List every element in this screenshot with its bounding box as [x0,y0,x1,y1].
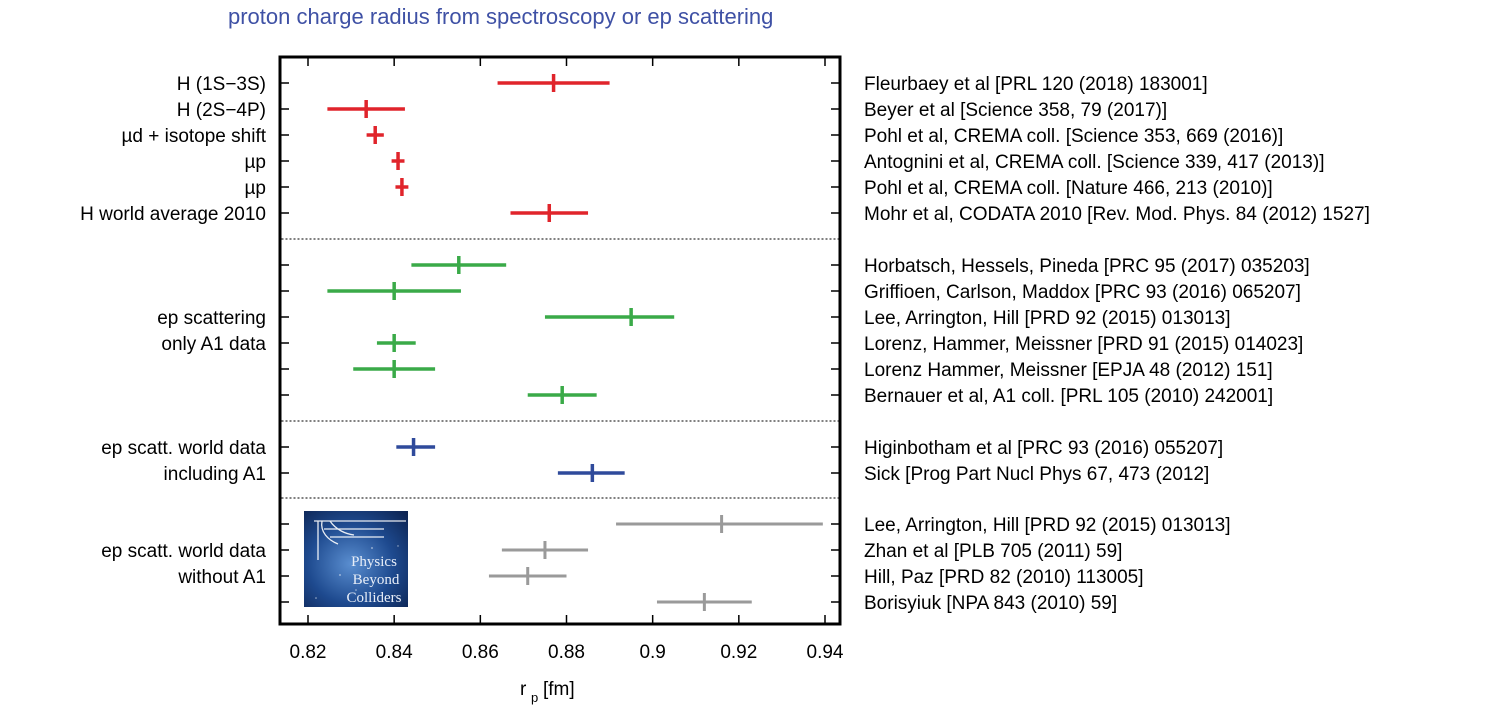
x-tick-label: 0.88 [548,642,585,663]
reference-label: Antognini et al, CREMA coll. [Science 33… [864,152,1324,173]
physics-beyond-colliders-logo: Physics Beyond Colliders [304,511,408,607]
row-label: µp [244,152,266,173]
reference-label: Borisyiuk [NPA 843 (2010) 59] [864,593,1117,614]
data-point-red [497,74,610,92]
logo-line-1: Physics [351,554,397,570]
reference-label: Hill, Paz [PRD 82 (2010) 113005] [864,567,1144,588]
data-point-gray [501,541,589,559]
reference-label: Beyer et al [Science 358, 79 (2017)] [864,100,1167,121]
row-label: including A1 [164,464,266,485]
row-label: H (2S−4P) [177,100,266,121]
row-label: only A1 data [161,334,266,355]
svg-text:[fm]: [fm] [543,679,575,700]
reference-label: Fleurbaey et al [PRL 120 (2018) 183001] [864,74,1208,95]
data-point-red [327,100,405,118]
reference-label: Lee, Arrington, Hill [PRD 92 (2015) 0130… [864,308,1231,329]
x-axis-label-main: r [520,679,527,700]
data-point-gray [488,567,567,585]
row-label: ep scatt. world data [101,438,266,459]
reference-label: Bernauer et al, A1 coll. [PRL 105 (2010)… [864,386,1273,407]
plot-frame [278,55,842,626]
row-label: µp [244,178,266,199]
reference-label: Lee, Arrington, Hill [PRD 92 (2015) 0130… [864,515,1231,536]
x-tick-label: 0.9 [639,642,665,663]
x-axis-label: r p [fm] [520,679,575,705]
reference-label: Lorenz Hammer, Meissner [EPJA 48 (2012) … [864,360,1273,381]
row-label: µd + isotope shift [121,126,266,147]
x-tick-label: 0.92 [720,642,757,663]
svg-text:p: p [531,690,538,705]
row-label: without A1 [177,567,266,588]
data-point-green [327,282,461,300]
svg-text:r: r [520,679,527,700]
row-label: H (1S−3S) [177,74,266,95]
data-point-green [353,360,436,378]
x-tick-label: 0.94 [807,642,844,663]
data-point-blue [396,438,436,456]
reference-label: Pohl et al, CREMA coll. [Nature 466, 213… [864,178,1273,199]
data-point-blue [557,464,625,482]
x-axis-label-unit: [fm] [543,679,575,700]
reference-label: Pohl et al, CREMA coll. [Science 353, 66… [864,126,1283,147]
reference-label: Zhan et al [PLB 705 (2011) 59] [864,541,1122,562]
data-point-green [527,386,597,404]
reference-label: Griffioen, Carlson, Maddox [PRC 93 (2016… [864,282,1301,303]
x-tick-label: 0.82 [290,642,327,663]
x-tick-label: 0.86 [462,642,499,663]
x-tick-label: 0.84 [376,642,413,663]
row-label: H world average 2010 [80,204,266,225]
data-point-gray [616,515,823,533]
data-point-red [510,204,589,222]
reference-label: Mohr et al, CODATA 2010 [Rev. Mod. Phys.… [864,204,1370,225]
data-point-red [391,152,405,170]
data-point-green [411,256,507,274]
reference-label: Lorenz, Hammer, Meissner [PRD 91 (2015) … [864,334,1303,355]
reference-label: Horbatsch, Hessels, Pineda [PRC 95 (2017… [864,256,1310,277]
data-point-green [376,334,416,352]
logo-line-2: Beyond [353,572,400,588]
data-point-green [544,308,675,326]
row-label: ep scatt. world data [101,541,266,562]
row-label: ep scattering [157,308,266,329]
chart-title: proton charge radius from spectroscopy o… [228,4,773,29]
x-axis-label-sub: p [531,690,538,705]
data-point-red [366,126,384,144]
reference-label: Sick [Prog Part Nucl Phys 67, 473 (2012] [864,464,1209,485]
data-point-gray [656,593,752,611]
data-point-red [395,178,409,196]
logo-line-3: Colliders [347,590,402,606]
reference-label: Higinbotham et al [PRC 93 (2016) 055207] [864,438,1223,459]
